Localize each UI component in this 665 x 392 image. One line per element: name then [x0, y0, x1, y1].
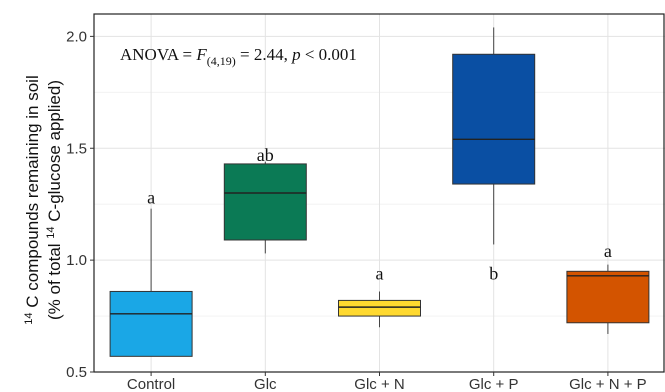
box-glc-p	[452, 27, 536, 245]
x-axis-ticks: Control Glc Glc + N Glc + P Glc + N + P	[127, 372, 647, 392]
box-glc	[223, 161, 307, 254]
y-axis-title: 14 C compounds remaining in soil (% of t…	[23, 75, 64, 324]
y-tick-label: 2.0	[66, 28, 87, 45]
x-tick-label: Control	[127, 376, 175, 392]
box-glc-n-p	[566, 264, 650, 334]
anova-annotation: ANOVA = F(4,19) = 2.44, p < 0.001	[120, 45, 357, 68]
box-body	[109, 290, 193, 357]
y-tick-label: 1.0	[66, 252, 87, 269]
x-tick-label: Glc	[254, 376, 277, 392]
y-tick-label: 1.5	[66, 140, 87, 157]
significance-letter: ab	[257, 145, 274, 165]
x-tick-label: Glc + N	[354, 376, 404, 392]
significance-letter: b	[489, 264, 498, 284]
box-body	[223, 163, 307, 241]
x-tick-label: Glc + P	[469, 376, 519, 392]
box-body	[338, 299, 421, 317]
x-tick-label: Glc + N + P	[569, 376, 647, 392]
box-glc-n	[338, 291, 421, 328]
y-axis-ticks: 0.5 1.0 1.5 2.0	[66, 28, 94, 381]
box-control	[109, 208, 193, 357]
box-body	[566, 270, 650, 324]
box-series	[109, 27, 650, 357]
y-tick-label: 0.5	[66, 364, 87, 381]
box-body	[452, 53, 536, 185]
y-axis-title-line1: 14 C compounds remaining in soil	[23, 75, 42, 324]
significance-letter: a	[376, 264, 384, 284]
significance-letter: a	[604, 241, 612, 261]
significance-letter: a	[147, 187, 155, 207]
y-axis-title-line2: (% of total 14 C-glucose applied)	[45, 80, 64, 320]
